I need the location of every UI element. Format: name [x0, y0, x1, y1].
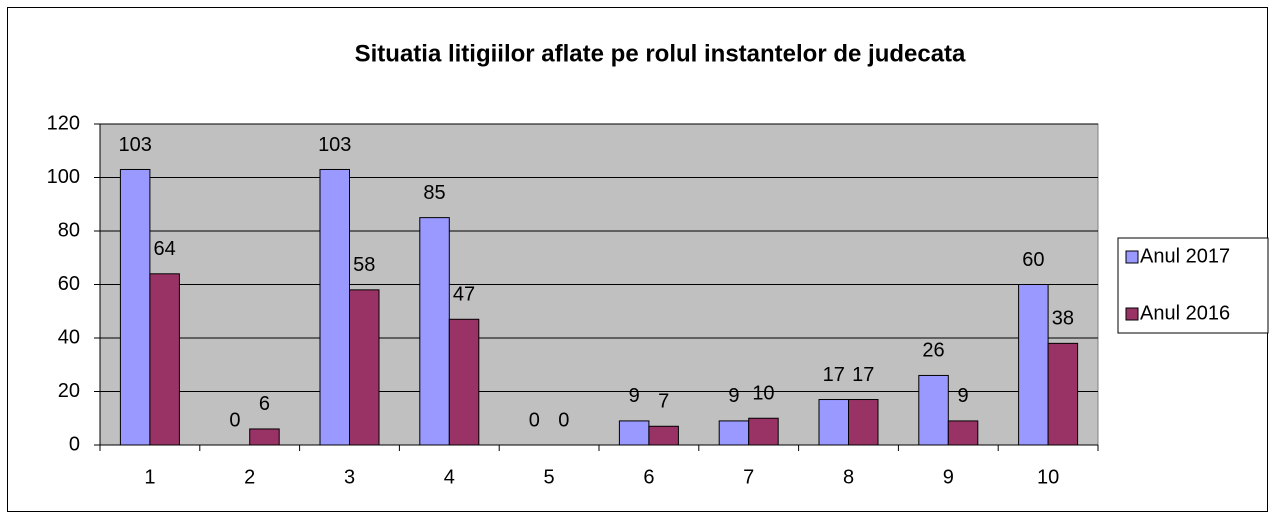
- bar: [448, 318, 480, 446]
- x-tick-label: 1: [144, 466, 155, 488]
- legend-box: [1117, 237, 1269, 334]
- x-tick-label: 5: [544, 466, 555, 488]
- data-label: 9: [728, 385, 739, 407]
- legend-label: Anul 2016: [1140, 302, 1230, 324]
- data-label: 85: [423, 182, 445, 204]
- x-tick-label: 3: [344, 466, 355, 488]
- x-tick-label: 2: [244, 466, 255, 488]
- y-tick-label: 80: [58, 219, 80, 241]
- legend-label: Anul 2017: [1140, 245, 1230, 267]
- data-label: 38: [1052, 308, 1074, 330]
- x-tick-label: 6: [643, 466, 654, 488]
- data-label: 0: [229, 409, 240, 431]
- data-label: 6: [259, 393, 270, 415]
- data-label: 64: [154, 238, 176, 260]
- data-label: 47: [453, 284, 475, 306]
- data-label: 10: [752, 383, 774, 405]
- y-tick-label: 0: [69, 433, 80, 455]
- x-tick-label: 9: [943, 466, 954, 488]
- y-tick-label: 20: [58, 380, 80, 402]
- bar: [1018, 284, 1049, 446]
- bar: [818, 399, 849, 446]
- y-tick-label: 40: [58, 326, 80, 348]
- bar: [319, 168, 350, 446]
- data-label: 60: [1022, 249, 1044, 271]
- data-label: 9: [629, 385, 640, 407]
- legend-swatch: [1125, 307, 1139, 321]
- y-tick-label: 100: [47, 166, 80, 188]
- x-tick-label: 10: [1037, 466, 1059, 488]
- bar: [119, 168, 151, 446]
- bar: [249, 428, 280, 446]
- legend-swatch: [1125, 250, 1139, 264]
- data-label: 17: [823, 364, 845, 386]
- data-label: 9: [957, 385, 968, 407]
- bar: [947, 420, 979, 446]
- bar: [648, 425, 679, 446]
- y-tick-label: 120: [47, 112, 80, 134]
- bar: [1047, 342, 1079, 446]
- bar: [718, 420, 750, 446]
- data-label: 0: [558, 409, 569, 431]
- data-label: 26: [922, 340, 944, 362]
- data-label: 17: [852, 364, 874, 386]
- bar: [848, 399, 879, 446]
- bar: [419, 217, 450, 446]
- bar: [618, 420, 650, 446]
- bar: [349, 289, 380, 446]
- data-label: 58: [353, 254, 375, 276]
- data-label: 103: [118, 134, 151, 156]
- bar: [149, 273, 180, 446]
- chart-title: Situatia litigiilor aflate pe rolul inst…: [355, 40, 966, 67]
- data-label: 7: [658, 391, 669, 413]
- x-tick-label: 7: [743, 466, 754, 488]
- y-tick-label: 60: [58, 273, 80, 295]
- bar: [918, 374, 949, 446]
- data-label: 0: [529, 409, 540, 431]
- data-label: 103: [318, 134, 351, 156]
- x-tick-label: 8: [843, 466, 854, 488]
- bar: [748, 417, 779, 446]
- x-tick-label: 4: [444, 466, 455, 488]
